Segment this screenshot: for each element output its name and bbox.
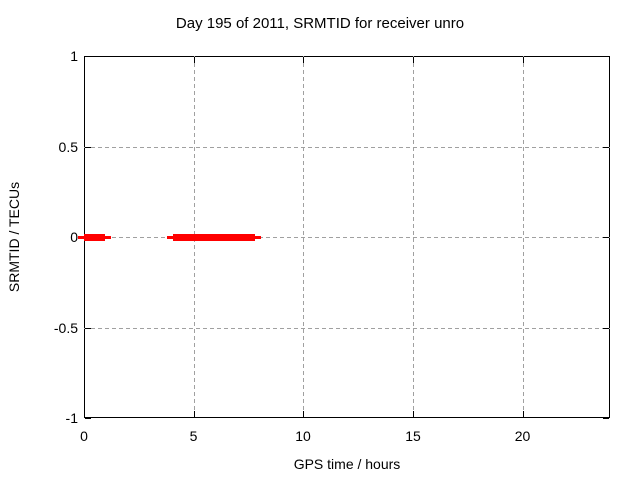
y-tick-left-0.5	[85, 146, 91, 148]
y-tick-right-0.5	[603, 146, 609, 148]
x-tick-bottom-5	[193, 411, 195, 417]
y-tick-right-1	[603, 56, 609, 57]
x-tick-bottom-15	[413, 411, 414, 417]
y-tick-right-0	[603, 237, 609, 238]
y-tick-label-0: 0	[70, 229, 78, 245]
x-tick-top-15	[413, 57, 414, 63]
y-tick-left--0.5	[85, 327, 91, 329]
x-tick-label-0: 0	[80, 428, 88, 444]
y-tick-left-1	[85, 56, 91, 57]
x-tick-label-10: 10	[295, 428, 311, 444]
y-axis-label: SRMTID / TECUs	[6, 181, 22, 293]
x-tick-bottom-20	[522, 411, 524, 417]
x-tick-label-20: 20	[514, 428, 531, 444]
x-tick-top-10	[303, 57, 304, 63]
data-segment-0	[84, 233, 105, 241]
y-tick-label-1: 1	[70, 48, 78, 64]
x-tick-label-5: 5	[189, 428, 198, 444]
chart-title: Day 195 of 2011, SRMTID for receiver unr…	[175, 15, 465, 32]
y-tick-label--1: -1	[65, 410, 78, 426]
gridline-y-0.5	[84, 146, 610, 148]
x-tick-bottom-0	[84, 411, 85, 417]
x-tick-bottom-10	[303, 411, 304, 417]
y-tick-label-0.5: 0.5	[58, 138, 78, 155]
data-segment-1	[173, 233, 255, 241]
x-tick-top-0	[84, 57, 85, 63]
y-tick-left--1	[85, 418, 91, 419]
y-tick-label--0.5: -0.5	[53, 319, 78, 336]
x-tick-label-15: 15	[405, 428, 421, 444]
x-tick-top-5	[193, 57, 195, 63]
y-tick-right--1	[603, 418, 609, 419]
y-tick-right--0.5	[603, 327, 609, 329]
gridline-y--0.5	[84, 327, 610, 329]
x-tick-top-20	[522, 57, 524, 63]
gridline-y-0	[84, 237, 610, 238]
x-axis-label: GPS time / hours	[293, 456, 401, 472]
